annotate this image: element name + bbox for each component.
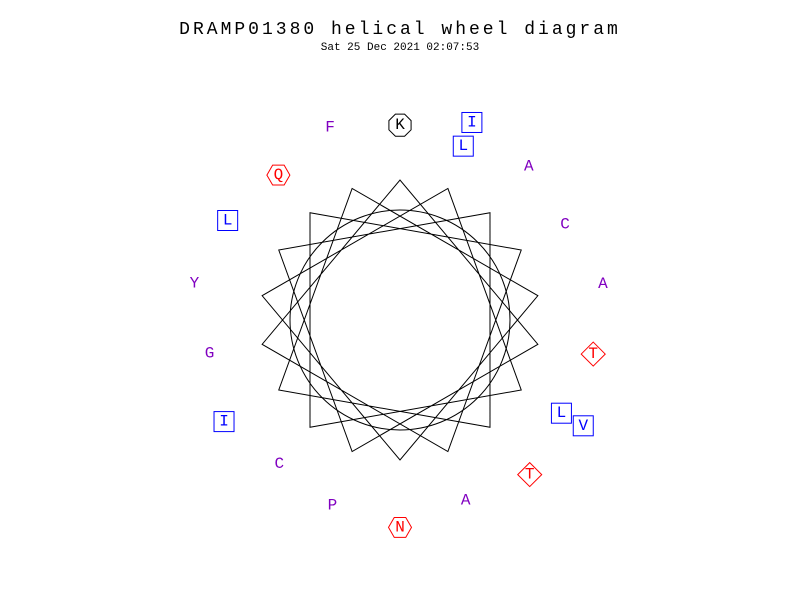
residue-label: L [557, 404, 567, 422]
residue-label: T [525, 466, 535, 484]
residue-label: C [274, 455, 284, 473]
residue-label: L [458, 137, 468, 155]
residue-label: N [395, 518, 405, 536]
residue-label: Y [190, 275, 200, 293]
residue-label: F [325, 119, 335, 137]
residue-label: A [524, 157, 534, 175]
residue-label: A [461, 491, 471, 509]
residue-label: Q [274, 166, 284, 184]
residue-label: K [395, 116, 405, 134]
residue-label: P [328, 497, 338, 515]
residue-label: C [560, 216, 570, 234]
residue-label: I [219, 413, 229, 431]
residue-label: V [578, 417, 588, 435]
residue-label: G [205, 345, 215, 363]
residue-label: I [467, 113, 477, 131]
residue-label: A [598, 275, 608, 293]
residue-label: T [588, 345, 598, 363]
helical-wheel-diagram: L L C Q C A G K T P L A T I F A N Y I V [0, 0, 800, 600]
residue-label: L [223, 212, 233, 230]
